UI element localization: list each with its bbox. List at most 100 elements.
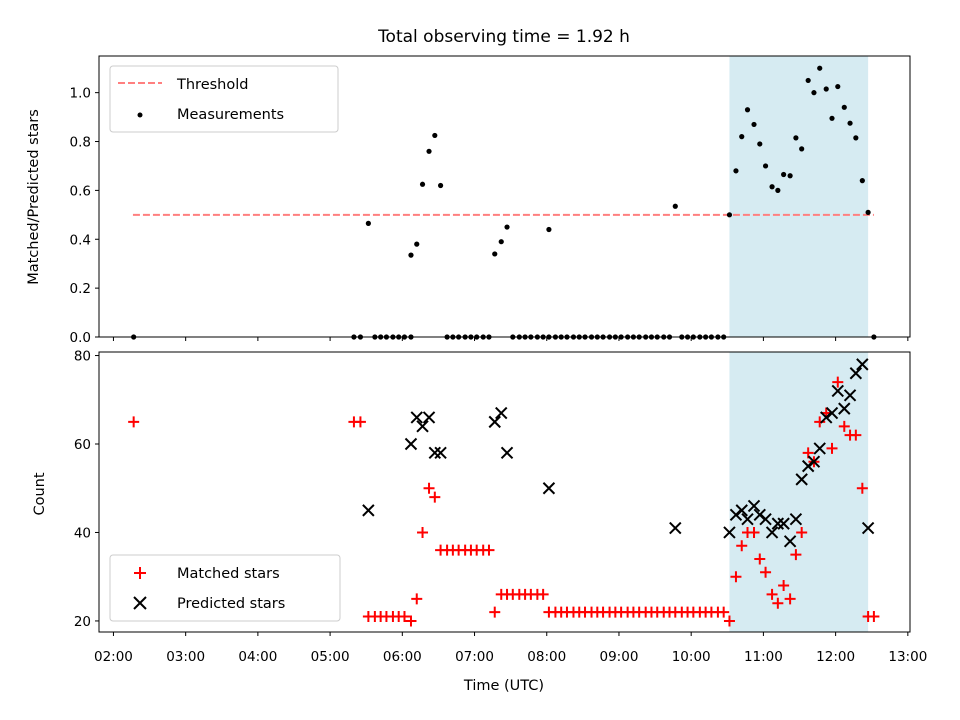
x-tick-label: 06:00 <box>383 649 422 665</box>
measurement-point <box>419 181 426 187</box>
bottom-shaded-region <box>729 352 869 632</box>
matched-star-point <box>814 416 826 428</box>
legend-measurements-swatch <box>137 112 143 118</box>
measurement-point <box>733 168 739 174</box>
matched-star-point <box>718 606 730 618</box>
y-tick-label: 0.8 <box>70 135 91 151</box>
legend-matched-swatch <box>134 567 146 579</box>
matched-star-point <box>489 606 501 618</box>
predicted-star-point <box>813 442 826 455</box>
predicted-star-point <box>669 521 682 535</box>
matched-star-point <box>856 482 868 494</box>
matched-star-point <box>429 491 441 503</box>
measurement-point <box>757 141 763 147</box>
top-y-ticks: 0.0 0.2 0.4 0.6 0.8 1.0 <box>70 86 99 346</box>
predicted-star-point <box>416 420 429 433</box>
measurement-point <box>847 120 853 126</box>
matched-star-point <box>796 526 808 538</box>
predicted-star-point <box>765 526 779 539</box>
predicted-star-point <box>434 446 447 460</box>
measurement-point <box>835 83 841 90</box>
matched-star-point <box>772 597 784 609</box>
bottom-y-axis-label: Count <box>32 472 48 515</box>
measurement-point <box>781 171 787 178</box>
matched-star-point <box>537 588 549 600</box>
bottom-legend-box <box>109 554 341 622</box>
bottom-y-ticks: 20 40 60 80 <box>74 349 99 630</box>
measurement-point <box>426 148 432 154</box>
x-tick-label: 13:00 <box>888 649 927 665</box>
matched-star-point <box>748 526 760 538</box>
legend-predicted-label: Predicted stars <box>177 596 285 612</box>
predicted-star-point <box>838 402 851 415</box>
measurement-point <box>672 203 678 209</box>
matched-star-point <box>354 416 366 428</box>
top-panel: 0.0 0.2 0.4 0.6 0.8 1.0 Matched/Predicted sta… <box>26 55 911 346</box>
top-axes-frame <box>98 55 911 338</box>
measurement-point <box>437 182 444 189</box>
top-legend-box <box>109 65 339 133</box>
matched-star-point <box>423 482 435 494</box>
measurement-point <box>365 220 371 226</box>
measurement-point <box>793 135 799 141</box>
predicted-star-point <box>783 535 797 548</box>
matched-star-point <box>832 376 844 388</box>
predicted-star-point <box>404 437 418 451</box>
bottom-legend: Matched stars Predicted stars <box>109 554 341 622</box>
y-tick-label: 0.0 <box>70 330 91 346</box>
measurement-point <box>859 178 865 184</box>
y-tick-label: 40 <box>74 525 91 541</box>
predicted-stars-points <box>362 358 875 548</box>
y-tick-label: 60 <box>74 437 91 453</box>
matched-stars-points <box>128 376 880 627</box>
predicted-star-point <box>789 512 803 526</box>
x-tick-label: 10:00 <box>672 649 711 665</box>
x-tick-label: 09:00 <box>600 649 639 665</box>
x-tick-label: 07:00 <box>455 649 494 665</box>
x-tick-label: 04:00 <box>238 649 277 665</box>
chart-title: Total observing time = 1.92 h <box>377 27 630 47</box>
measurement-point <box>805 77 811 84</box>
measurement-point <box>726 212 733 218</box>
predicted-star-point <box>747 499 761 513</box>
predicted-star-point <box>741 512 754 526</box>
measurement-point <box>775 187 781 193</box>
matched-star-point <box>723 615 735 627</box>
predicted-star-point <box>861 521 875 535</box>
matched-star-point <box>483 544 495 556</box>
measurement-point <box>841 104 847 110</box>
measurement-point <box>546 226 552 233</box>
legend-matched-label: Matched stars <box>177 566 280 582</box>
matched-star-point <box>411 593 423 605</box>
matched-star-point <box>760 566 772 578</box>
measurement-point <box>762 163 769 169</box>
predicted-star-point <box>488 415 501 429</box>
measurement-point <box>787 173 793 179</box>
predicted-star-point <box>723 526 736 539</box>
measurement-point <box>853 135 859 141</box>
y-tick-label: 20 <box>74 614 91 630</box>
top-legend: Threshold Measurements <box>109 65 339 133</box>
predicted-star-point <box>849 367 863 380</box>
matched-star-point <box>754 553 766 565</box>
x-axis-label: Time (UTC) <box>463 678 544 694</box>
matched-star-point <box>766 588 778 600</box>
predicted-star-point <box>831 384 844 398</box>
matched-star-point <box>778 580 790 592</box>
measurement-point <box>799 146 805 152</box>
matched-star-point <box>850 429 862 441</box>
x-tick-label: 03:00 <box>166 649 205 665</box>
bottom-axes-frame <box>98 351 911 633</box>
measurement-point <box>432 132 438 139</box>
matched-star-point <box>826 442 838 454</box>
predicted-star-point <box>422 411 436 424</box>
matched-star-point <box>730 571 742 583</box>
measurement-point <box>769 184 775 190</box>
top-shaded-region <box>729 56 869 337</box>
measurement-point <box>744 107 751 113</box>
measurement-point <box>498 239 504 245</box>
measurement-point <box>414 241 420 247</box>
legend-measurements-label: Measurements <box>177 107 284 123</box>
